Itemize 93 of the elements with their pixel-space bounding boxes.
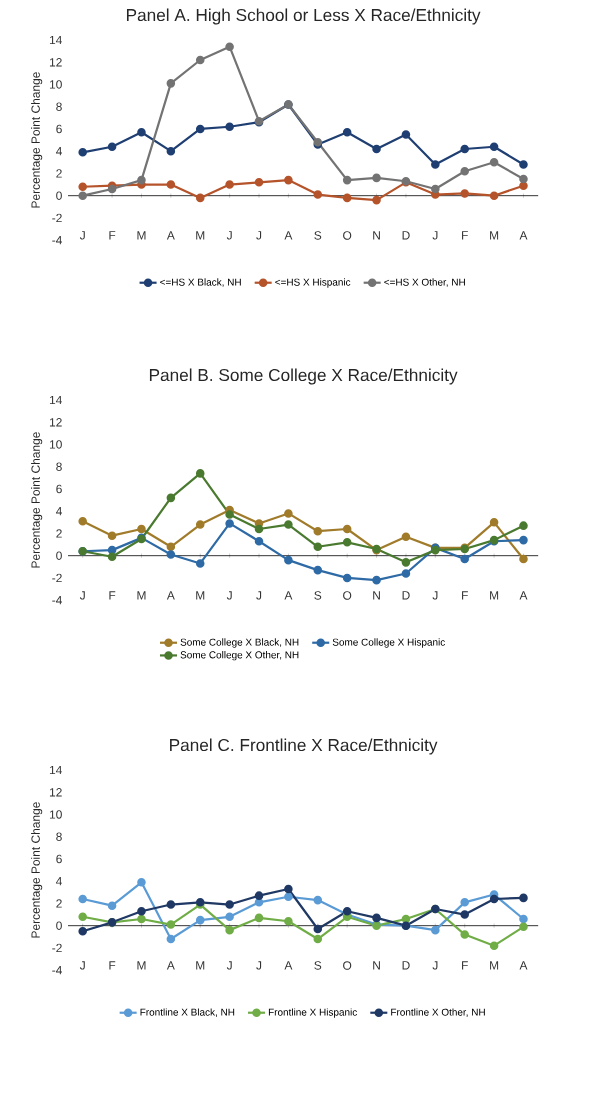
y-tick-label: -4 (52, 966, 62, 975)
y-tick-label: 12 (49, 418, 62, 427)
y-tick-label: 14 (49, 765, 62, 775)
y-tick-label: -2 (52, 573, 62, 583)
x-tick-label: O (343, 591, 352, 600)
y-tick-label: 8 (56, 832, 62, 841)
x-tick-label: F (462, 591, 468, 600)
x-tick-label: J (256, 961, 262, 970)
x-tick-label: M (490, 591, 499, 600)
x-tick-label: J (226, 231, 232, 240)
y-tick-label: 2 (56, 169, 62, 178)
y-axis-title: Percentage Point Change (31, 72, 43, 208)
x-tick-label: A (284, 961, 293, 970)
y-tick-label: 0 (56, 551, 62, 560)
x-tick-label: S (314, 591, 322, 600)
x-tick-label: M (490, 961, 499, 970)
y-tick-label: 10 (49, 80, 62, 89)
chart-title: Panel A. High School or Less X Race/Ethnicity (126, 8, 481, 25)
legend-label: <=HS X Other, NH (384, 278, 465, 287)
y-tick-label: 6 (56, 854, 62, 864)
x-tick-label: S (314, 961, 322, 970)
y-tick-label: -4 (52, 596, 62, 605)
x-tick-label: F (109, 591, 116, 600)
y-tick-label: 4 (55, 147, 62, 156)
x-tick-label: A (519, 961, 528, 970)
y-tick-label: 12 (49, 58, 62, 67)
x-tick-label: F (462, 231, 468, 240)
y-tick-label: 4 (55, 507, 62, 516)
y-tick-label: -2 (52, 943, 62, 953)
y-tick-label: 12 (49, 788, 62, 797)
x-tick-label: J (432, 591, 438, 600)
legend-label: Some College X Other, NH (180, 651, 299, 661)
x-tick-label: F (462, 961, 468, 970)
y-tick-label: 10 (49, 810, 62, 819)
x-tick-label: A (519, 591, 528, 600)
x-tick-label: M (137, 961, 146, 970)
x-tick-label: A (284, 591, 293, 600)
legend-label: <=HS X Black, NH (160, 278, 241, 287)
legend-label: Frontline X Hispanic (268, 1008, 357, 1018)
y-tick-label: -2 (52, 213, 62, 223)
x-tick-label: M (196, 961, 205, 970)
y-tick-label: -4 (52, 236, 62, 245)
y-tick-label: 6 (56, 484, 62, 494)
x-tick-label: M (196, 591, 205, 600)
x-tick-label: N (373, 961, 380, 970)
x-tick-label: J (256, 591, 262, 600)
x-tick-label: A (284, 231, 293, 240)
x-tick-label: F (109, 961, 116, 970)
chart-title: Panel C. Frontline X Race/Ethnicity (170, 738, 438, 755)
x-tick-label: J (226, 591, 232, 600)
x-tick-label: D (402, 591, 410, 600)
y-tick-label: 14 (49, 395, 62, 405)
legend-label: Frontline X Black, NH (140, 1008, 235, 1017)
x-tick-label: J (79, 591, 85, 600)
x-tick-label: D (402, 231, 410, 240)
x-tick-label: F (109, 231, 116, 240)
legend-label: Some College X Black, NH (180, 638, 299, 648)
legend-label: Frontline X Other, NH (391, 1008, 485, 1017)
x-tick-label: J (432, 231, 438, 240)
y-tick-label: 10 (49, 440, 62, 449)
legend-label: Some College X Hispanic (332, 638, 445, 648)
x-tick-label: J (79, 961, 85, 970)
x-tick-label: M (490, 231, 499, 240)
y-tick-label: 8 (56, 462, 62, 471)
y-axis-title: Percentage Point Change (31, 802, 43, 938)
x-tick-label: M (196, 231, 205, 240)
x-tick-label: N (373, 231, 380, 240)
chart-title: Panel B. Some College X Race/Ethnicity (149, 368, 458, 385)
y-tick-label: 14 (49, 35, 62, 45)
y-tick-label: 4 (55, 877, 62, 886)
y-tick-label: 2 (56, 899, 62, 908)
y-tick-label: 0 (56, 191, 62, 200)
y-tick-label: 8 (56, 102, 62, 111)
x-tick-label: J (256, 231, 262, 240)
x-tick-label: A (166, 591, 175, 600)
x-tick-label: S (314, 231, 322, 240)
y-axis-title: Percentage Point Change (31, 432, 43, 568)
x-tick-label: O (343, 231, 352, 240)
x-tick-label: A (166, 231, 175, 240)
x-tick-label: D (402, 961, 410, 970)
legend-label: <=HS X Hispanic (275, 278, 351, 288)
x-tick-label: A (166, 961, 175, 970)
x-tick-label: M (137, 591, 146, 600)
x-tick-label: J (226, 961, 232, 970)
x-tick-label: J (432, 961, 438, 970)
y-tick-label: 2 (56, 529, 62, 538)
y-tick-label: 6 (56, 124, 62, 134)
y-tick-label: 0 (56, 921, 62, 930)
x-tick-label: O (343, 961, 352, 970)
x-tick-label: A (519, 231, 528, 240)
x-tick-label: N (373, 591, 380, 600)
x-tick-label: J (79, 231, 85, 240)
x-tick-label: M (137, 231, 146, 240)
